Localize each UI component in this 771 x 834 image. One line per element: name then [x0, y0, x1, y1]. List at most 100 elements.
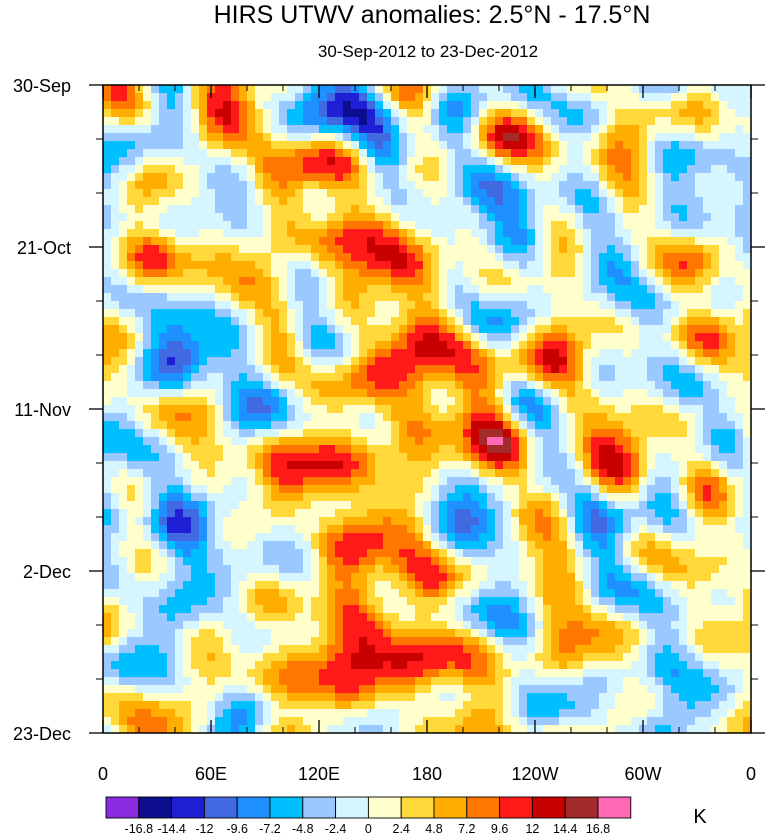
field-cell: [167, 285, 176, 294]
field-cell: [191, 309, 200, 318]
field-cell: [287, 493, 296, 502]
field-cell: [455, 125, 464, 134]
field-cell: [271, 277, 280, 286]
field-cell: [687, 549, 696, 558]
field-cell: [439, 317, 448, 326]
field-cell: [103, 365, 112, 374]
field-cell: [215, 397, 224, 406]
field-cell: [215, 349, 224, 358]
field-cell: [175, 101, 184, 110]
field-cell: [279, 397, 288, 406]
field-cell: [135, 117, 144, 126]
field-cell: [255, 461, 264, 470]
field-cell: [239, 277, 248, 286]
field-cell: [191, 253, 200, 262]
field-cell: [223, 573, 232, 582]
field-cell: [119, 461, 128, 470]
field-cell: [151, 245, 160, 254]
field-cell: [199, 413, 208, 422]
field-cell: [183, 229, 192, 238]
field-cell: [479, 501, 488, 510]
field-cell: [319, 301, 328, 310]
field-cell: [487, 253, 496, 262]
field-cell: [191, 269, 200, 278]
field-cell: [567, 117, 576, 126]
field-cell: [463, 149, 472, 158]
field-cell: [135, 517, 144, 526]
field-cell: [455, 365, 464, 374]
field-cell: [295, 333, 304, 342]
field-cell: [431, 397, 440, 406]
field-cell: [239, 397, 248, 406]
field-cell: [111, 453, 120, 462]
field-cell: [335, 469, 344, 478]
field-cell: [127, 261, 136, 270]
field-cell: [599, 213, 608, 222]
field-cell: [287, 133, 296, 142]
field-cell: [743, 389, 751, 398]
field-cell: [183, 461, 192, 470]
field-cell: [511, 229, 520, 238]
field-cell: [479, 125, 488, 134]
field-cell: [135, 301, 144, 310]
field-cell: [415, 269, 424, 278]
field-cell: [159, 493, 168, 502]
field-cell: [503, 269, 512, 278]
field-cell: [655, 245, 664, 254]
field-cell: [135, 229, 144, 238]
field-cell: [207, 301, 216, 310]
field-cell: [599, 493, 608, 502]
field-cell: [599, 373, 608, 382]
field-cell: [471, 261, 480, 270]
field-cell: [111, 365, 120, 374]
field-cell: [143, 565, 152, 574]
field-cell: [151, 165, 160, 174]
field-cell: [527, 349, 536, 358]
field-cell: [623, 101, 632, 110]
field-cell: [127, 413, 136, 422]
field-cell: [199, 301, 208, 310]
field-cell: [327, 317, 336, 326]
field-cell: [431, 181, 440, 190]
field-cell: [519, 349, 528, 358]
field-cell: [703, 173, 712, 182]
field-cell: [743, 173, 751, 182]
field-cell: [727, 437, 736, 446]
field-cell: [471, 525, 480, 534]
field-cell: [543, 349, 552, 358]
field-cell: [527, 365, 536, 374]
field-cell: [215, 517, 224, 526]
field-cell: [175, 477, 184, 486]
field-cell: [223, 429, 232, 438]
field-cell: [135, 565, 144, 574]
field-cell: [391, 477, 400, 486]
field-cell: [215, 525, 224, 534]
field-cell: [375, 325, 384, 334]
field-cell: [111, 341, 120, 350]
field-cell: [575, 445, 584, 454]
field-cell: [463, 437, 472, 446]
field-cell: [271, 317, 280, 326]
field-cell: [663, 517, 672, 526]
field-cell: [135, 309, 144, 318]
field-cell: [319, 533, 328, 542]
field-cell: [599, 269, 608, 278]
field-cell: [415, 501, 424, 510]
field-cell: [231, 341, 240, 350]
field-cell: [327, 221, 336, 230]
field-cell: [695, 253, 704, 262]
field-cell: [527, 509, 536, 518]
field-cell: [463, 429, 472, 438]
field-cell: [743, 341, 751, 350]
field-cell: [479, 389, 488, 398]
field-cell: [735, 453, 744, 462]
field-cell: [655, 469, 664, 478]
field-cell: [711, 485, 720, 494]
field-cell: [639, 165, 648, 174]
field-cell: [567, 221, 576, 230]
field-cell: [727, 413, 736, 422]
field-cell: [495, 477, 504, 486]
field-cell: [671, 237, 680, 246]
field-cell: [511, 501, 520, 510]
field-cell: [455, 429, 464, 438]
